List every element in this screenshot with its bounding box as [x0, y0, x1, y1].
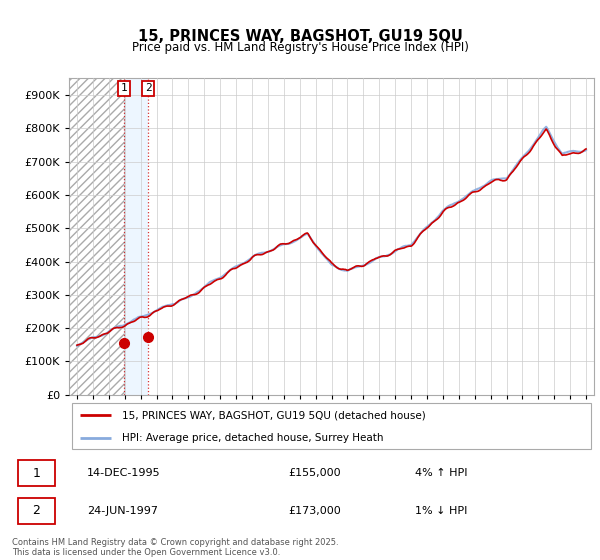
FancyBboxPatch shape: [71, 404, 592, 449]
Text: 15, PRINCES WAY, BAGSHOT, GU19 5QU (detached house): 15, PRINCES WAY, BAGSHOT, GU19 5QU (deta…: [121, 410, 425, 421]
Text: 24-JUN-1997: 24-JUN-1997: [87, 506, 158, 516]
Text: 15, PRINCES WAY, BAGSHOT, GU19 5QU: 15, PRINCES WAY, BAGSHOT, GU19 5QU: [137, 29, 463, 44]
Text: £173,000: £173,000: [289, 506, 341, 516]
Text: 4% ↑ HPI: 4% ↑ HPI: [415, 468, 468, 478]
FancyBboxPatch shape: [18, 460, 55, 486]
FancyBboxPatch shape: [18, 498, 55, 524]
Text: 1% ↓ HPI: 1% ↓ HPI: [415, 506, 467, 516]
Text: 1: 1: [32, 466, 40, 479]
Text: 2: 2: [145, 83, 152, 94]
Bar: [69, 78, 124, 395]
Text: 1: 1: [121, 83, 127, 94]
Text: 14-DEC-1995: 14-DEC-1995: [87, 468, 161, 478]
Text: Price paid vs. HM Land Registry's House Price Index (HPI): Price paid vs. HM Land Registry's House …: [131, 41, 469, 54]
Text: £155,000: £155,000: [289, 468, 341, 478]
Text: HPI: Average price, detached house, Surrey Heath: HPI: Average price, detached house, Surr…: [121, 433, 383, 444]
Text: Contains HM Land Registry data © Crown copyright and database right 2025.
This d: Contains HM Land Registry data © Crown c…: [12, 538, 338, 557]
Bar: [124, 78, 148, 395]
Text: 2: 2: [32, 505, 40, 517]
